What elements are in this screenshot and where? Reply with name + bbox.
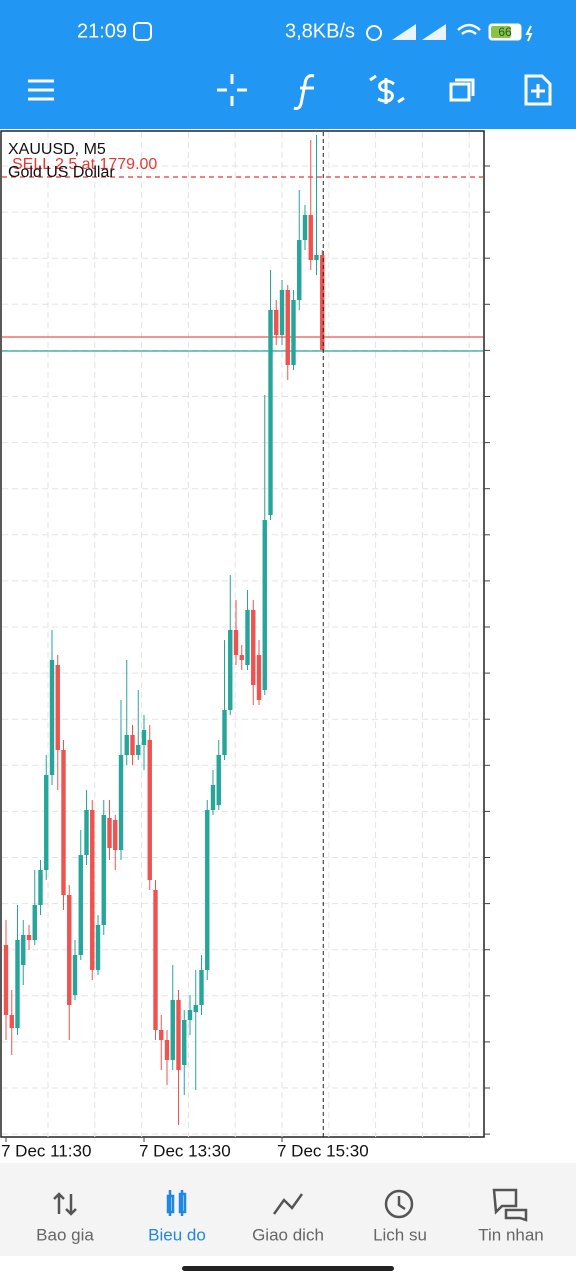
x-tick-label: 7 Dec 11:30 <box>1 1141 91 1160</box>
candle-body <box>159 1030 164 1040</box>
order-label: SELL 2.5 at 1779.00 <box>12 156 157 173</box>
candle-body <box>256 655 262 700</box>
candle-body <box>101 815 106 925</box>
candle-body <box>205 810 210 970</box>
x-tick-label: 7 Dec 15:30 <box>277 1141 369 1160</box>
quotes-icon[interactable] <box>53 1192 77 1216</box>
candle-body <box>95 925 101 970</box>
candle-body <box>26 935 32 940</box>
candle-body <box>153 890 158 1030</box>
candle-body <box>210 785 216 810</box>
new-order-button[interactable] <box>524 74 552 106</box>
x-tick-label: 7 Dec 13:30 <box>139 1141 231 1160</box>
status-time: 21:09 <box>77 20 127 42</box>
candle-body <box>320 255 325 350</box>
candle-body <box>268 310 273 515</box>
signal-icon <box>392 24 446 40</box>
candle-body <box>3 945 9 1015</box>
candle-body <box>182 1020 187 1065</box>
battery-text: 66 <box>498 25 512 39</box>
candle-body <box>118 755 124 850</box>
candle-body <box>308 215 313 260</box>
candle-body <box>187 1010 193 1020</box>
messages-icon[interactable] <box>492 1188 528 1222</box>
candle-body <box>141 730 147 745</box>
candle-body <box>291 300 296 365</box>
nav-label[interactable]: Giao dich <box>252 1225 324 1244</box>
description-label: Gold US Dollar <box>8 164 115 181</box>
history-hand <box>397 1196 406 1211</box>
candle-body <box>245 610 250 665</box>
candle-body <box>107 818 112 848</box>
charging-icon <box>525 25 533 42</box>
crosshair-button[interactable] <box>217 74 247 106</box>
candle-body <box>44 775 49 870</box>
candle-body <box>170 1000 175 1060</box>
candle-body <box>113 820 118 850</box>
candle-body <box>130 735 135 755</box>
candle-body <box>302 215 308 240</box>
chart-frame <box>0 130 485 1138</box>
candle-body <box>124 735 129 755</box>
candle-body <box>262 520 267 690</box>
chart-icon[interactable] <box>166 1190 187 1216</box>
candle-body <box>222 710 227 755</box>
candle-body <box>72 955 78 995</box>
indicators-button[interactable] <box>293 74 315 110</box>
candle-body <box>251 610 256 685</box>
toolbar <box>28 74 552 110</box>
candle-body <box>193 1005 198 1012</box>
app-bar <box>0 0 576 129</box>
home-indicator <box>182 1266 394 1271</box>
nav-label[interactable]: Bieu do <box>148 1225 206 1244</box>
alarm-icon <box>366 25 382 41</box>
candle-body <box>176 1000 181 1070</box>
candle-body <box>274 310 279 335</box>
candle-body <box>279 290 285 335</box>
candle-body <box>216 755 221 805</box>
candle-body <box>84 810 89 855</box>
candle-body <box>285 290 290 365</box>
candle-body <box>228 630 233 710</box>
symbol-label: XAUUSD, M5 <box>8 141 106 158</box>
trade-icon[interactable] <box>272 1193 304 1215</box>
candle-body <box>90 810 95 970</box>
candle-body <box>239 655 244 660</box>
candle-body <box>32 905 37 940</box>
chart-area: SELL 2.5 at 1779.00 7 Dec 11:30 7 Dec 13:3… <box>1 132 490 1160</box>
timeframe-button[interactable] <box>449 78 475 102</box>
network-speed: 3,8KB/s <box>285 20 355 42</box>
candle-body <box>164 1040 170 1060</box>
nav-label[interactable]: Tin nhan <box>478 1225 544 1244</box>
candle-body <box>297 240 302 300</box>
candle-body <box>21 935 26 965</box>
candle-body <box>314 255 319 260</box>
nav-icons <box>53 1188 528 1222</box>
nav-labels: Bao gia Bieu do Giao dich Lich su Tin nhan <box>36 1225 544 1244</box>
nav-label[interactable]: Lich su <box>373 1225 427 1244</box>
bottom-nav <box>0 1163 576 1256</box>
history-icon[interactable] <box>384 1189 414 1219</box>
candle-body <box>233 630 239 655</box>
trade-button[interactable] <box>369 74 405 104</box>
candle-body <box>61 750 66 895</box>
candle-body <box>9 1015 14 1028</box>
menu-button[interactable] <box>28 79 54 101</box>
candle-body <box>136 745 141 755</box>
telegram-icon <box>133 22 152 41</box>
candle-body <box>49 660 55 775</box>
nav-label[interactable]: Bao gia <box>36 1225 94 1244</box>
candle-body <box>78 855 83 955</box>
candle-body <box>55 665 60 750</box>
candle-body <box>67 895 72 1005</box>
candle-body <box>38 870 43 905</box>
wifi-icon <box>457 23 481 35</box>
candle-body <box>199 970 204 1005</box>
candle-body <box>147 740 152 880</box>
candle-body <box>15 940 20 1028</box>
battery-level <box>491 26 511 38</box>
